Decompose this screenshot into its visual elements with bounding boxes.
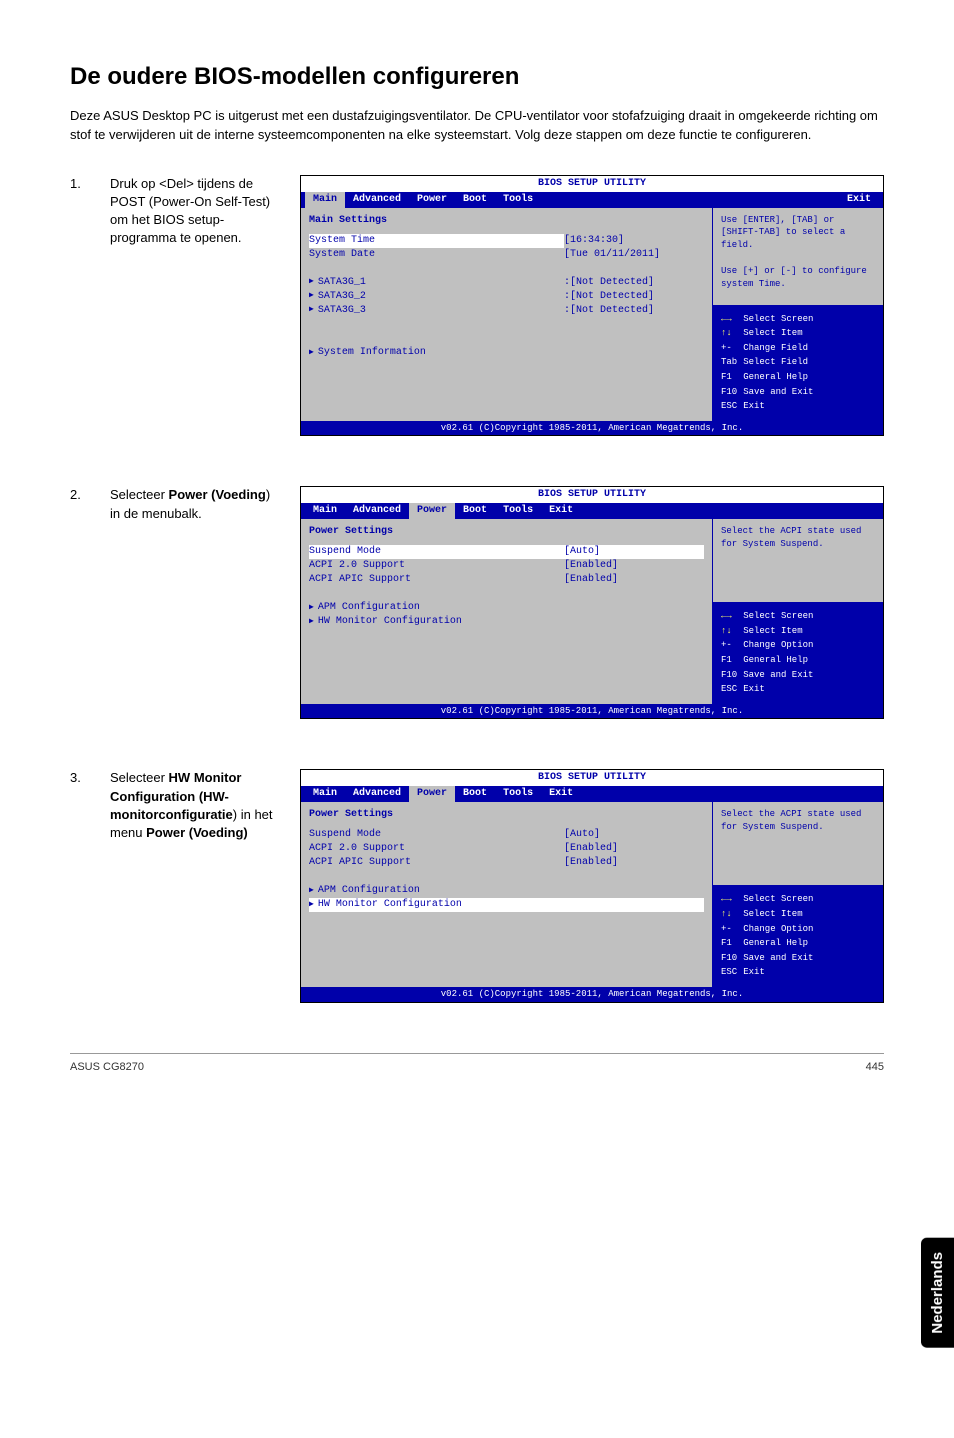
bios1-sysdate-val: [Tue 01/11/2011]: [564, 248, 704, 262]
language-tab: Nederlands: [921, 1238, 954, 1348]
bios-title-3: BIOS SETUP UTILITY: [301, 770, 883, 786]
tab-tools: Tools: [495, 192, 541, 208]
step-2: 2. Selecteer Power (Voeding) in de menub…: [70, 486, 884, 719]
bios-tabs-2: Main Advanced Power Boot Tools Exit: [301, 503, 883, 519]
bios3-help1: Select the ACPI state used for System Su…: [721, 808, 875, 833]
bios3-section: Power Settings: [309, 808, 704, 822]
bios3-keys: ←→Select Screen ↑↓Select Item +-Change O…: [719, 891, 819, 981]
bios-title-2: BIOS SETUP UTILITY: [301, 487, 883, 503]
step-1: 1. Druk op <Del> tijdens de POST (Power-…: [70, 175, 884, 437]
tab-advanced: Advanced: [345, 192, 409, 208]
bios-screenshot-1: BIOS SETUP UTILITY Main Advanced Power B…: [300, 175, 884, 437]
step-2-text: Selecteer Power (Voeding) in de menubalk…: [110, 486, 280, 522]
bios-title: BIOS SETUP UTILITY: [301, 176, 883, 192]
step-2-num: 2.: [70, 486, 90, 504]
sata3-label: SATA3G_3: [318, 304, 564, 318]
bios1-systime-label: System Time: [309, 234, 564, 248]
bios-screenshot-2: BIOS SETUP UTILITY Main Advanced Power B…: [300, 486, 884, 719]
bios1-sysdate-label: System Date: [309, 248, 564, 262]
sata3-val: :[Not Detected]: [564, 304, 704, 318]
sata1-label: SATA3G_1: [318, 276, 564, 290]
bios2-help1: Select the ACPI state used for System Su…: [721, 525, 875, 550]
tab-main: Main: [305, 192, 345, 208]
bios-footer-3: v02.61 (C)Copyright 1985-2011, American …: [301, 987, 883, 1002]
tab-exit: Exit: [839, 192, 879, 208]
page-footer: ASUS CG8270 445: [70, 1053, 884, 1075]
bios1-help1: Use [ENTER], [TAB] or [SHIFT-TAB] to sel…: [721, 214, 875, 252]
bios2-keys: ←→Select Screen ↑↓Select Item +-Change O…: [719, 608, 819, 698]
tab-boot: Boot: [455, 192, 495, 208]
bios1-sysinfo: System Information: [309, 346, 704, 360]
sata1-val: :[Not Detected]: [564, 276, 704, 290]
bios1-keys: ←→Select Screen ↑↓Select Item +-Change F…: [719, 311, 819, 415]
bios1-systime-val: [16:34:30]: [564, 234, 704, 248]
step-1-num: 1.: [70, 175, 90, 193]
bios-tabs-3: Main Advanced Power Boot Tools Exit: [301, 786, 883, 802]
intro-text: Deze ASUS Desktop PC is uitgerust met ee…: [70, 106, 884, 145]
bios2-section: Power Settings: [309, 525, 704, 539]
sata2-val: :[Not Detected]: [564, 290, 704, 304]
footer-left: ASUS CG8270: [70, 1060, 144, 1075]
step-3: 3. Selecteer HW Monitor Configuration (H…: [70, 769, 884, 1002]
step-1-text: Druk op <Del> tijdens de POST (Power-On …: [110, 175, 280, 248]
step-3-text: Selecteer HW Monitor Configuration (HW-m…: [110, 769, 280, 842]
tab-power: Power: [409, 192, 455, 208]
bios-footer-2: v02.61 (C)Copyright 1985-2011, American …: [301, 704, 883, 719]
bios1-help2: Use [+] or [-] to configure system Time.: [721, 265, 875, 290]
bios-footer: v02.61 (C)Copyright 1985-2011, American …: [301, 421, 883, 436]
sata2-label: SATA3G_2: [318, 290, 564, 304]
bios-screenshot-3: BIOS SETUP UTILITY Main Advanced Power B…: [300, 769, 884, 1002]
bios1-section: Main Settings: [309, 214, 704, 228]
bios-tabs: Main Advanced Power Boot Tools Exit: [301, 192, 883, 208]
step-3-num: 3.: [70, 769, 90, 787]
footer-right: 445: [866, 1060, 884, 1075]
page-heading: De oudere BIOS-modellen configureren: [70, 60, 884, 94]
